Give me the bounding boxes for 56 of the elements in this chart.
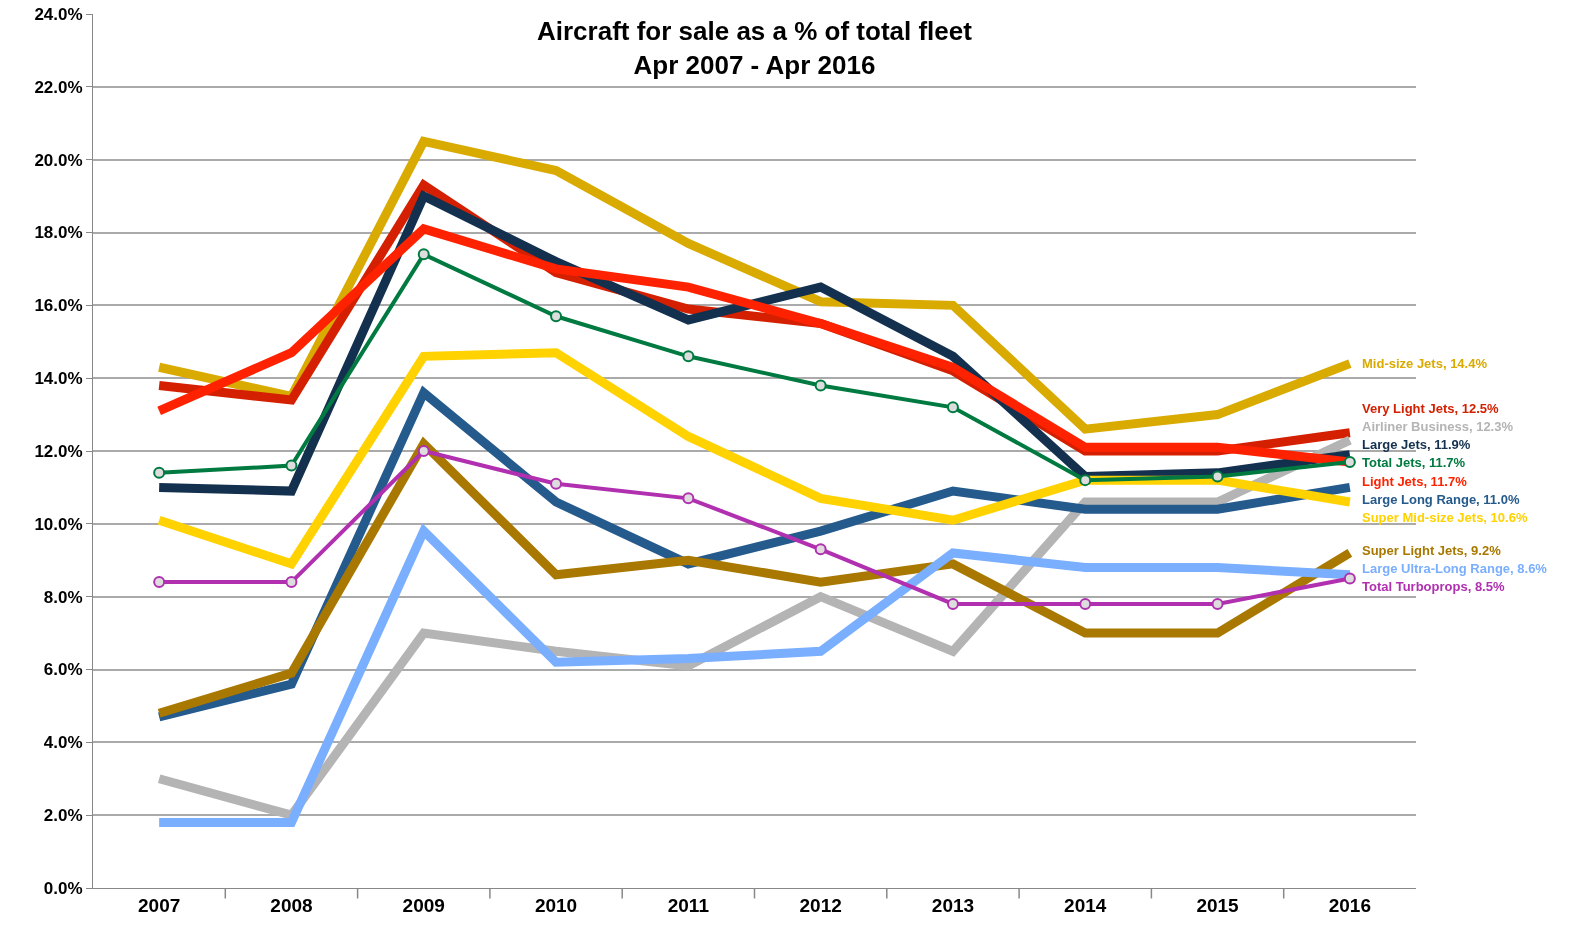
point [417,445,430,457]
text: Large Ultra-Long Range, 8.6% [1362,561,1547,576]
text: Large Long Range, 11.0% [1362,492,1520,507]
text: Light Jets, 11.7% [1362,474,1467,489]
point [1079,474,1092,487]
point [417,248,430,261]
y-tick-label: 2.0% [43,806,83,826]
text: Apr 2007 - Apr 2016 [633,49,876,80]
point [153,466,166,479]
point [682,492,695,505]
y-tick-label: 6.0% [43,660,83,680]
point [285,576,298,589]
point [682,350,695,363]
text: Total Jets, 11.7% [1362,455,1466,470]
y-tick-label: 4.0% [43,733,83,753]
x-tick-label: 2013 [931,894,975,916]
x-tick-label: 2016 [1328,894,1371,916]
y-tick-label: 10.0% [34,514,83,534]
point [550,310,563,323]
point [1079,597,1092,610]
point [1211,597,1224,610]
x-tick-label: 2012 [799,894,842,916]
point [946,597,959,610]
text: Mid-size Jets, 14.4% [1362,356,1487,371]
text: Super Mid-size Jets, 10.6% [1362,510,1528,525]
y-tick-label: 8.0% [43,587,83,607]
point [1343,572,1356,585]
text: Very Light Jets, 12.5% [1362,401,1499,416]
x-tick-label: 2011 [667,894,710,916]
text: Airliner Business, 12.3% [1362,419,1514,434]
x-tick-label: 2009 [402,894,445,916]
point [153,576,166,589]
x-tick-label: 2010 [534,894,578,916]
text: Large Jets, 11.9% [1362,437,1471,452]
point [285,459,298,472]
chart-title: Aircraft for sale as a % of total fleet [537,16,973,46]
point [814,379,827,392]
y-tick-label: 16.0% [34,296,83,316]
x-tick-label: 2008 [270,894,313,916]
point [1211,470,1224,483]
x-tick-label: 2015 [1196,894,1240,916]
point [946,401,959,414]
y-tick-label: 12.0% [34,441,83,461]
point [814,543,827,556]
y-tick-label: 22.0% [34,77,83,97]
point [1343,455,1356,468]
y-tick-label: 14.0% [34,369,83,389]
y-tick-label: 18.0% [34,223,83,243]
y-tick-label: 0.0% [43,878,83,898]
text: Total Turboprops, 8.5% [1362,579,1505,594]
x-tick-label: 2014 [1064,894,1107,916]
y-tick-label: 24.0% [34,4,83,24]
point [550,477,563,490]
x-tick-label: 2007 [138,894,181,916]
text: Super Light Jets, 9.2% [1362,543,1501,558]
y-tick-label: 20.0% [34,150,83,170]
